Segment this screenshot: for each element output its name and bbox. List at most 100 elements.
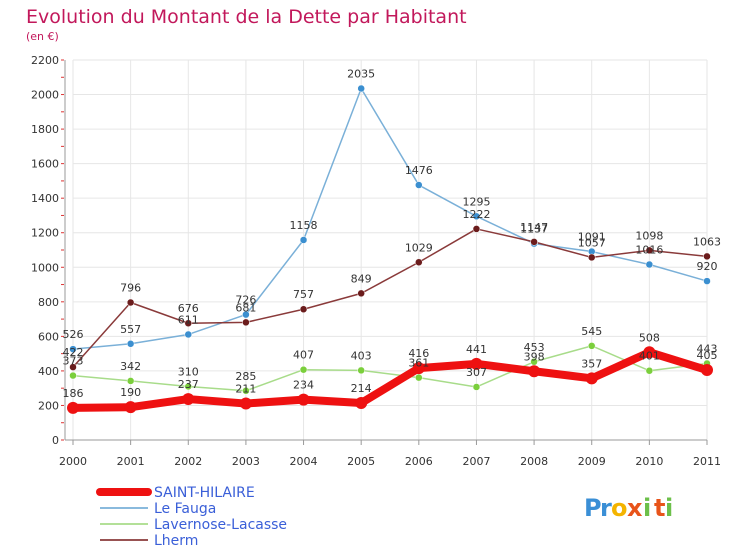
- x-tick-label: 2005: [347, 455, 375, 468]
- data-label: 676: [178, 302, 199, 315]
- legend-label: SAINT-HILAIRE: [154, 485, 255, 501]
- series-markers: [67, 84, 713, 414]
- data-point: [415, 373, 423, 382]
- y-tick-label: 400: [38, 365, 59, 378]
- data-label: 405: [697, 349, 718, 362]
- data-label: 849: [351, 272, 372, 285]
- data-point: [472, 212, 481, 221]
- data-label: 307: [466, 366, 487, 379]
- data-label: 237: [178, 378, 199, 391]
- y-tick-label: 1000: [31, 261, 59, 274]
- data-label: 1016: [635, 244, 663, 257]
- brand-letter: i: [643, 494, 651, 522]
- series-line-lherm: [72, 228, 708, 368]
- data-label: 1476: [405, 164, 433, 177]
- data-label: 401: [639, 350, 660, 363]
- x-tick-label: 2008: [520, 455, 548, 468]
- data-point: [184, 319, 193, 327]
- data-point: [184, 382, 193, 391]
- y-tick-label: 1600: [31, 158, 59, 171]
- data-label: 681: [235, 301, 256, 314]
- data-label: 234: [293, 379, 314, 392]
- x-tick-label: 2011: [693, 455, 721, 468]
- series-line-le-fauga: [72, 87, 708, 350]
- data-point: [357, 84, 365, 93]
- data-point: [470, 357, 483, 370]
- data-point: [242, 387, 250, 395]
- data-labels: 186 190 237 211 234 214 416 441 398 357 508 405 526 5…: [63, 68, 722, 400]
- data-point: [415, 181, 423, 189]
- y-tick-label: 2000: [31, 89, 59, 102]
- data-label: 285: [235, 370, 256, 383]
- data-point: [701, 364, 713, 377]
- data-label: 545: [581, 325, 602, 338]
- data-point: [126, 298, 135, 307]
- data-label: 398: [524, 350, 545, 363]
- data-label: 1222: [462, 208, 490, 221]
- data-point: [357, 366, 365, 375]
- y-tick-label: 200: [38, 399, 59, 412]
- data-point: [703, 252, 711, 261]
- data-point: [299, 236, 308, 244]
- data-label: 214: [351, 382, 372, 395]
- x-tick-label: 2004: [290, 455, 318, 468]
- x-tick-label: 2007: [462, 455, 490, 468]
- data-point: [472, 383, 481, 391]
- data-point: [124, 401, 137, 414]
- data-point: [299, 305, 308, 313]
- data-point: [355, 397, 368, 410]
- data-label: 310: [178, 365, 199, 378]
- x-tick-label: 2001: [117, 455, 145, 468]
- x-tick-label: 2000: [59, 455, 87, 468]
- data-point: [242, 318, 250, 327]
- data-label: 1057: [578, 236, 606, 249]
- data-label: 526: [63, 328, 84, 341]
- data-label: 796: [120, 282, 141, 295]
- series-lines: [69, 87, 711, 412]
- data-label: 1091: [578, 231, 606, 244]
- data-label: 1137: [520, 223, 548, 236]
- data-point: [126, 377, 135, 385]
- data-label: 611: [178, 313, 199, 326]
- data-point: [587, 342, 596, 350]
- data-label: 1147: [520, 221, 548, 234]
- data-label: 453: [524, 341, 545, 354]
- data-label: 211: [235, 383, 256, 396]
- brand-letter: r: [600, 494, 612, 522]
- data-point: [703, 277, 711, 285]
- data-point: [530, 238, 538, 246]
- series-line-lavernose-lacasse: [72, 345, 708, 392]
- data-point: [645, 246, 654, 255]
- data-label: 342: [120, 360, 141, 373]
- data-label: 1158: [290, 219, 318, 232]
- data-point: [69, 345, 77, 353]
- data-label: 361: [408, 357, 429, 370]
- data-label: 2035: [347, 68, 375, 81]
- data-point: [182, 393, 195, 406]
- data-label: 920: [697, 260, 718, 273]
- brand-letter: x: [627, 494, 643, 522]
- chart-subtitle: (en €): [26, 30, 59, 43]
- data-label: 441: [466, 343, 487, 356]
- chart-title: Evolution du Montant de la Dette par Hab…: [26, 6, 467, 28]
- brand-letter: i: [665, 494, 673, 522]
- data-point: [585, 372, 598, 385]
- data-label: 1295: [462, 195, 490, 208]
- data-point: [126, 340, 135, 348]
- y-tick-label: 1400: [31, 192, 59, 205]
- data-point: [587, 253, 596, 262]
- data-label: 186: [63, 387, 84, 400]
- x-tick-label: 2003: [232, 455, 260, 468]
- y-tick-label: 600: [38, 330, 59, 343]
- data-point: [528, 365, 541, 378]
- y-tick-label: 1800: [31, 123, 59, 136]
- data-point: [357, 289, 365, 298]
- data-label: 373: [63, 355, 84, 368]
- brand-logo: Pr o x i t i: [584, 494, 673, 522]
- data-point: [415, 258, 423, 267]
- data-point: [472, 225, 481, 233]
- data-point: [299, 365, 308, 374]
- data-label: 403: [351, 349, 372, 362]
